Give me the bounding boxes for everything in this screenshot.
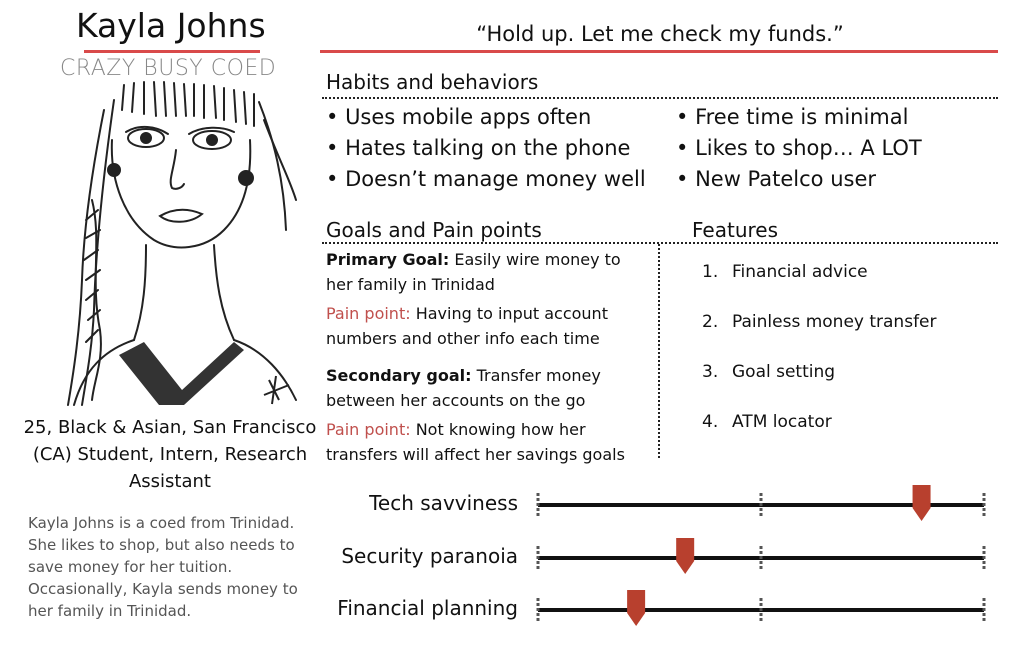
feature-label: Goal setting [732,362,836,382]
persona-portrait-sketch [67,81,297,406]
scale-tracks [536,485,986,626]
scale-marker [912,485,931,521]
scale-label-tech-savviness: Tech savviness [369,491,518,515]
feature-label: ATM locator [732,412,832,432]
pain-point-label: Pain point: [326,304,411,323]
feature-number: 1. [702,262,719,282]
habits-list-left: Uses mobile apps often Hates talking on … [326,102,646,195]
secondary-goal-text: Transfer money between her accounts on t… [326,366,601,410]
feature-number: 2. [702,312,719,332]
primary-goal: Primary Goal: Easily wire money to her f… [326,247,646,297]
scale-label-security-paranoia: Security paranoia [341,544,518,568]
pain-point-text: Having to input account numbers and othe… [326,304,608,348]
features-title: Features [692,218,778,242]
secondary-goal: Secondary goal: Transfer money between h… [326,363,646,413]
persona-bio: Kayla Johns is a coed from Trinidad. She… [28,514,298,620]
quote-underline [320,50,998,53]
feature-number: 4. [702,412,719,432]
pain-point-text: Not knowing how her transfers will affec… [326,420,625,464]
scale-marker [627,590,646,626]
primary-goal-text: Easily wire money to her family in Trini… [326,250,621,294]
habit-item: Hates talking on the phone [326,133,646,164]
feature-label: Financial advice [732,262,868,282]
feature-item: 2. Painless money transfer [702,310,937,360]
feature-label: Painless money transfer [732,312,937,332]
habit-item: Likes to shop… A LOT [676,133,922,164]
primary-goal-label: Primary Goal: [326,250,450,269]
feature-item: 4. ATM locator [702,410,937,460]
name-underline [84,50,260,53]
features-list: 1. Financial advice 2. Painless money tran… [702,260,937,460]
habit-item: Doesn’t manage money well [326,164,646,195]
habit-item: Uses mobile apps often [326,102,646,133]
feature-item: 1. Financial advice [702,260,937,310]
scale-label-financial-planning: Financial planning [337,596,518,620]
habits-divider [322,97,998,99]
goals-divider [322,242,998,244]
goals-title: Goals and Pain points [326,218,542,242]
persona-subtitle: CRAZY BUSY COED [60,56,277,81]
habit-item: Free time is minimal [676,102,922,133]
persona-name: Kayla Johns [76,6,266,45]
persona-quote: “Hold up. Let me check my funds.” [476,22,844,46]
pain-point-2: Pain point: Not knowing how her transfer… [326,417,646,467]
feature-number: 3. [702,362,719,382]
habits-title: Habits and behaviors [326,70,539,94]
habits-list-right: Free time is minimal Likes to shop… A LO… [676,102,922,195]
persona-demographics: 25, Black & Asian, San Francisco (CA) St… [23,417,317,492]
secondary-goal-label: Secondary goal: [326,366,472,385]
scale-marker [676,538,695,574]
feature-item: 3. Goal setting [702,360,937,410]
goals-features-divider [658,244,660,458]
habit-item: New Patelco user [676,164,922,195]
pain-point-label: Pain point: [326,420,411,439]
pain-point-1: Pain point: Having to input account numb… [326,301,646,351]
